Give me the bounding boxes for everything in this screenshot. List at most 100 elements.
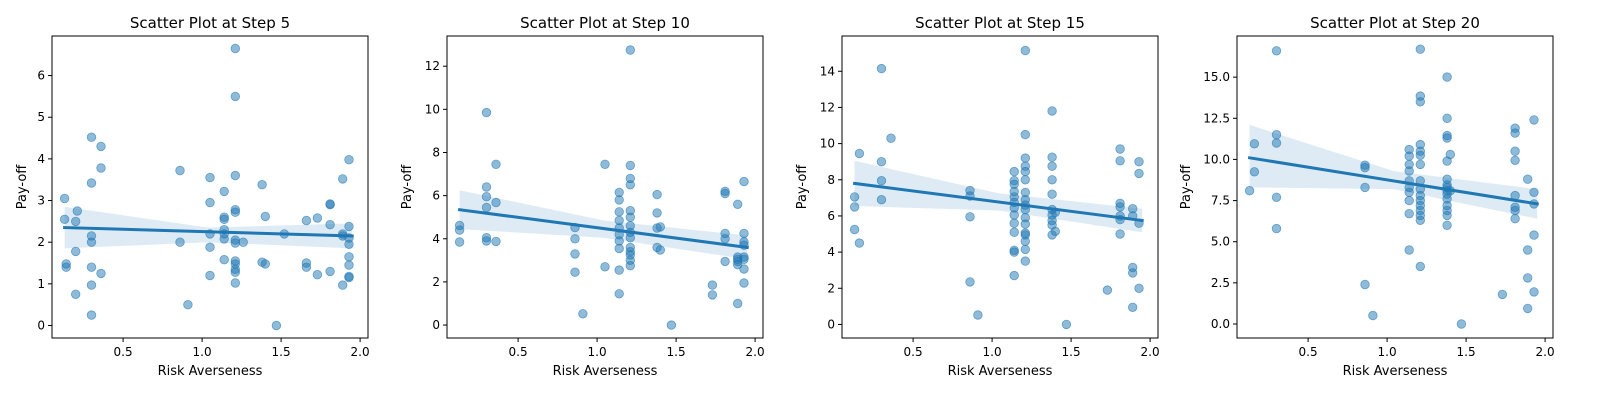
data-point bbox=[1415, 150, 1426, 161]
data-point bbox=[614, 207, 624, 217]
data-point bbox=[1115, 202, 1125, 212]
y-tick-label: 7.5 bbox=[1211, 194, 1230, 208]
data-point bbox=[344, 252, 354, 262]
data-point bbox=[1102, 285, 1113, 295]
data-point bbox=[1020, 219, 1031, 229]
chart-title: Scatter Plot at Step 5 bbox=[130, 14, 290, 32]
data-point bbox=[325, 266, 335, 277]
data-point bbox=[1047, 106, 1057, 116]
data-point bbox=[454, 237, 465, 247]
data-point bbox=[655, 222, 666, 232]
data-point bbox=[1020, 244, 1031, 255]
x-tick-label: 1.0 bbox=[1378, 345, 1397, 359]
subplot-step-20: Scatter Plot at Step 20 0.5 1.0 1.5 2.0 0.0… bbox=[1179, 14, 1555, 379]
data-point bbox=[70, 216, 81, 227]
data-point bbox=[1115, 229, 1125, 239]
data-point bbox=[1360, 182, 1370, 193]
chart-title: Scatter Plot at Step 20 bbox=[1310, 14, 1480, 32]
plot-frame bbox=[1236, 35, 1554, 339]
subplot-step-10: Scatter Plot at Step 10 0.5 1.0 1.5 2.0 0 2 4… bbox=[400, 14, 765, 379]
x-tick-label: 1.5 bbox=[272, 345, 291, 359]
data-point bbox=[1404, 208, 1414, 219]
data-point bbox=[1522, 273, 1533, 283]
data-point bbox=[1415, 159, 1426, 170]
data-point bbox=[205, 270, 215, 281]
x-tick-label: 1.5 bbox=[1062, 345, 1081, 359]
data-point bbox=[96, 268, 106, 279]
x-tick-label: 1.0 bbox=[983, 345, 1002, 359]
data-point bbox=[886, 133, 896, 143]
data-point bbox=[1249, 167, 1260, 177]
data-point bbox=[1244, 185, 1255, 196]
data-point bbox=[86, 262, 97, 272]
regression-line-path bbox=[852, 181, 1144, 223]
data-point bbox=[652, 189, 662, 200]
data-point bbox=[1529, 287, 1539, 297]
data-point bbox=[491, 197, 501, 208]
data-point bbox=[175, 165, 185, 176]
data-point bbox=[344, 260, 354, 270]
data-point bbox=[1368, 310, 1378, 321]
x-tick-label: 1.0 bbox=[193, 345, 212, 359]
y-axis-ticks: 0 2 4 6 8 10 12 14 bbox=[820, 64, 842, 331]
data-point bbox=[230, 207, 241, 217]
x-tick-label: 1.5 bbox=[1457, 345, 1476, 359]
y-tick-label: 6 bbox=[37, 69, 45, 83]
data-point bbox=[625, 261, 636, 271]
y-tick-label: 0 bbox=[37, 319, 45, 333]
data-point bbox=[1445, 149, 1456, 160]
data-point bbox=[1510, 128, 1520, 138]
data-point bbox=[739, 278, 749, 288]
x-axis-label: Risk Averseness bbox=[948, 364, 1053, 379]
data-point bbox=[1522, 245, 1533, 255]
data-point bbox=[1009, 218, 1019, 228]
data-point bbox=[1360, 279, 1370, 290]
data-point bbox=[1404, 245, 1414, 255]
y-tick-label: 8 bbox=[432, 145, 440, 159]
data-point bbox=[260, 259, 271, 269]
x-axis-label: Risk Averseness bbox=[158, 364, 263, 379]
y-tick-label: 10 bbox=[820, 137, 835, 151]
data-point bbox=[481, 107, 492, 118]
data-point bbox=[183, 300, 193, 310]
data-point bbox=[1522, 303, 1533, 314]
data-point bbox=[965, 212, 975, 222]
y-axis-label: Pay-off bbox=[1179, 164, 1194, 210]
data-point bbox=[481, 202, 492, 213]
data-point bbox=[86, 178, 97, 188]
data-point bbox=[973, 310, 983, 320]
data-point bbox=[739, 264, 749, 274]
data-point bbox=[1404, 166, 1414, 176]
y-tick-label: 8 bbox=[827, 173, 835, 187]
data-point bbox=[849, 224, 860, 235]
data-point bbox=[205, 242, 215, 252]
y-axis-label: Pay-off bbox=[400, 164, 415, 210]
data-point bbox=[1115, 156, 1125, 166]
data-point bbox=[1497, 289, 1508, 300]
data-point bbox=[1047, 152, 1057, 162]
data-point bbox=[570, 249, 580, 259]
x-axis-label: Risk Averseness bbox=[553, 364, 658, 379]
y-tick-label: 1 bbox=[37, 277, 45, 291]
data-point bbox=[1415, 44, 1426, 54]
data-point bbox=[1404, 195, 1414, 206]
data-point bbox=[454, 225, 465, 235]
data-point bbox=[1271, 192, 1282, 203]
x-tick-label: 0.5 bbox=[509, 345, 528, 359]
data-point bbox=[1529, 115, 1539, 125]
data-point bbox=[652, 208, 662, 218]
data-point bbox=[338, 174, 348, 184]
scatter-points bbox=[59, 43, 354, 331]
data-point bbox=[1456, 319, 1467, 329]
data-point bbox=[491, 236, 501, 247]
data-point bbox=[1404, 187, 1414, 198]
y-tick-label: 3 bbox=[37, 194, 45, 208]
data-point bbox=[614, 265, 624, 275]
data-point bbox=[600, 159, 610, 170]
y-tick-label: 4 bbox=[432, 232, 440, 246]
data-point bbox=[1360, 162, 1370, 173]
regression-line-path bbox=[1247, 156, 1539, 206]
data-point bbox=[1271, 46, 1282, 56]
plot-frame bbox=[51, 35, 369, 339]
